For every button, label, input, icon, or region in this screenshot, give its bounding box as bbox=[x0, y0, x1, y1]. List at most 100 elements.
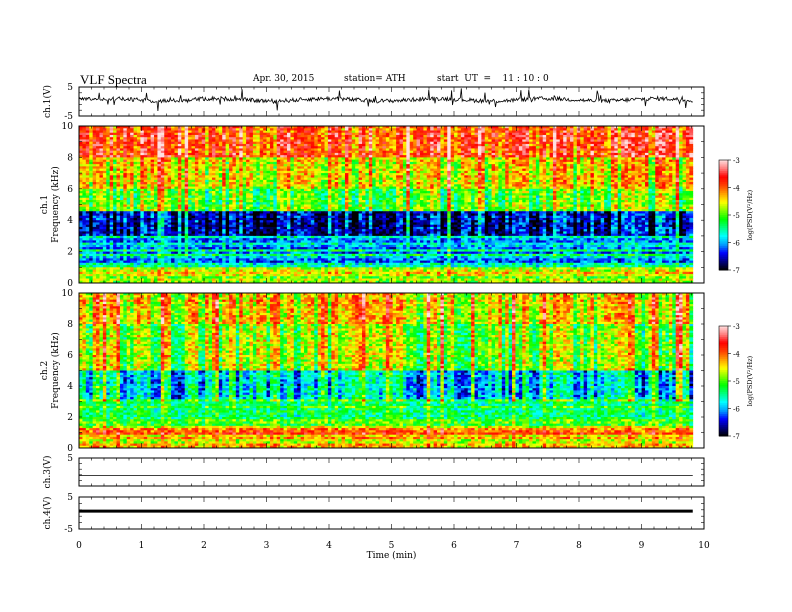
spectrogram-cell bbox=[427, 144, 431, 147]
spectrogram-cell bbox=[614, 137, 618, 140]
spectrogram-cell bbox=[440, 128, 444, 131]
spectrogram-cell bbox=[406, 137, 410, 140]
spectrogram-cell bbox=[659, 137, 663, 140]
spectrogram-cell bbox=[226, 153, 230, 156]
spectrogram-cell bbox=[239, 128, 243, 131]
spectrogram-cell bbox=[676, 144, 680, 147]
spectrogram-cell bbox=[342, 128, 346, 131]
spectrogram-cell bbox=[655, 128, 659, 131]
spectrogram-cell bbox=[505, 144, 509, 147]
spectrogram-cell bbox=[280, 153, 284, 156]
spectrogram-cell bbox=[273, 153, 277, 156]
spectrogram-cell bbox=[420, 128, 424, 131]
spectrogram-cell bbox=[301, 153, 305, 156]
spectrogram-cell bbox=[246, 144, 250, 147]
spectrogram-cell bbox=[451, 144, 455, 147]
spectrogram-cell bbox=[560, 153, 564, 156]
spectrogram-cell bbox=[652, 144, 656, 147]
spectrogram-cell bbox=[451, 153, 455, 156]
spectrogram-cell bbox=[372, 144, 376, 147]
spectrogram-cell bbox=[120, 153, 124, 156]
spectrogram-cell bbox=[93, 144, 97, 147]
spectrogram-cell bbox=[130, 137, 134, 140]
spectrogram-cell bbox=[570, 144, 574, 147]
spectrogram-cell bbox=[232, 160, 236, 163]
spectrogram-cell bbox=[430, 137, 434, 140]
spectrogram-cell bbox=[198, 144, 202, 147]
spectrogram-cell bbox=[512, 153, 516, 156]
spectrogram-cell bbox=[212, 144, 216, 147]
spectrogram-cell bbox=[638, 137, 642, 140]
spectrogram-cell bbox=[478, 137, 482, 140]
spectrogram-cell bbox=[478, 144, 482, 147]
spectrogram-cell bbox=[246, 153, 250, 156]
spectrogram-cell bbox=[157, 144, 161, 147]
spectrogram-cell bbox=[393, 128, 397, 131]
spectrogram-cell bbox=[335, 144, 339, 147]
spectrogram-cell bbox=[393, 137, 397, 140]
spectrogram-cell bbox=[229, 128, 233, 131]
spectrogram-cell bbox=[420, 153, 424, 156]
spectrogram-cell bbox=[348, 160, 352, 163]
spectrogram-cell bbox=[625, 137, 629, 140]
spectrogram-cell bbox=[185, 128, 189, 131]
spectrogram-cell bbox=[352, 144, 356, 147]
spectrogram-cell bbox=[420, 137, 424, 140]
spectrogram-cell bbox=[110, 153, 114, 156]
spectrogram-cell bbox=[502, 144, 506, 147]
spectrogram-cell bbox=[273, 128, 277, 131]
spectrogram-cell bbox=[621, 128, 625, 131]
spectrogram-cell bbox=[427, 128, 431, 131]
spectrogram-cell bbox=[597, 137, 601, 140]
spectrogram-cell bbox=[198, 153, 202, 156]
spectrogram-cell bbox=[683, 153, 687, 156]
spectrogram-cell bbox=[106, 144, 110, 147]
spectrogram-cell bbox=[338, 128, 342, 131]
spectrogram-cell bbox=[164, 160, 168, 163]
spectrogram-cell bbox=[580, 153, 584, 156]
spectrogram-cell bbox=[655, 144, 659, 147]
spectrogram-cell bbox=[205, 144, 209, 147]
spectrogram-cell bbox=[543, 153, 547, 156]
spectrogram-cell bbox=[498, 128, 502, 131]
spectrogram-cell bbox=[106, 128, 110, 131]
spectrogram-cell bbox=[567, 153, 571, 156]
spectrogram-cell bbox=[219, 144, 223, 147]
spectrogram-cell bbox=[601, 128, 605, 131]
spectrogram-cell bbox=[553, 144, 557, 147]
spectrogram-cell bbox=[209, 160, 213, 163]
spectrogram-cell bbox=[318, 128, 322, 131]
spectrogram-cell bbox=[369, 144, 373, 147]
spectrogram-cell bbox=[590, 128, 594, 131]
spectrogram-cell bbox=[536, 144, 540, 147]
spectrogram-cell bbox=[379, 128, 383, 131]
spectrogram-cell bbox=[539, 128, 543, 131]
spectrogram-cell bbox=[96, 128, 100, 131]
spectrogram-cell bbox=[628, 128, 632, 131]
spectrogram-cell bbox=[311, 160, 315, 163]
spectrogram-cell bbox=[495, 128, 499, 131]
spectrogram-cell bbox=[546, 137, 550, 140]
spectrogram-cell bbox=[386, 153, 390, 156]
spectrogram-cell bbox=[93, 137, 97, 140]
spectrogram-cell bbox=[99, 153, 103, 156]
spectrogram-cell bbox=[543, 137, 547, 140]
spectrogram-cell bbox=[304, 153, 308, 156]
spectrogram-cell bbox=[352, 153, 356, 156]
spectrogram-cell bbox=[236, 153, 240, 156]
spectrogram-cell bbox=[410, 128, 414, 131]
spectrogram-cell bbox=[321, 160, 325, 163]
y-tick-label: 5 bbox=[67, 83, 73, 93]
spectrogram-cell bbox=[260, 128, 264, 131]
spectrogram-cell bbox=[171, 137, 175, 140]
spectrogram-cell bbox=[338, 160, 342, 163]
spectrogram-cell bbox=[127, 128, 131, 131]
spectrogram-cell bbox=[195, 144, 199, 147]
spectrogram-cell bbox=[301, 128, 305, 131]
spectrogram-cell bbox=[243, 144, 247, 147]
spectrogram-cell bbox=[277, 144, 281, 147]
spectrogram-cell bbox=[362, 160, 366, 163]
spectrogram-cell bbox=[461, 137, 465, 140]
spectrogram-cell bbox=[359, 144, 363, 147]
spectrogram-cell bbox=[550, 128, 554, 131]
